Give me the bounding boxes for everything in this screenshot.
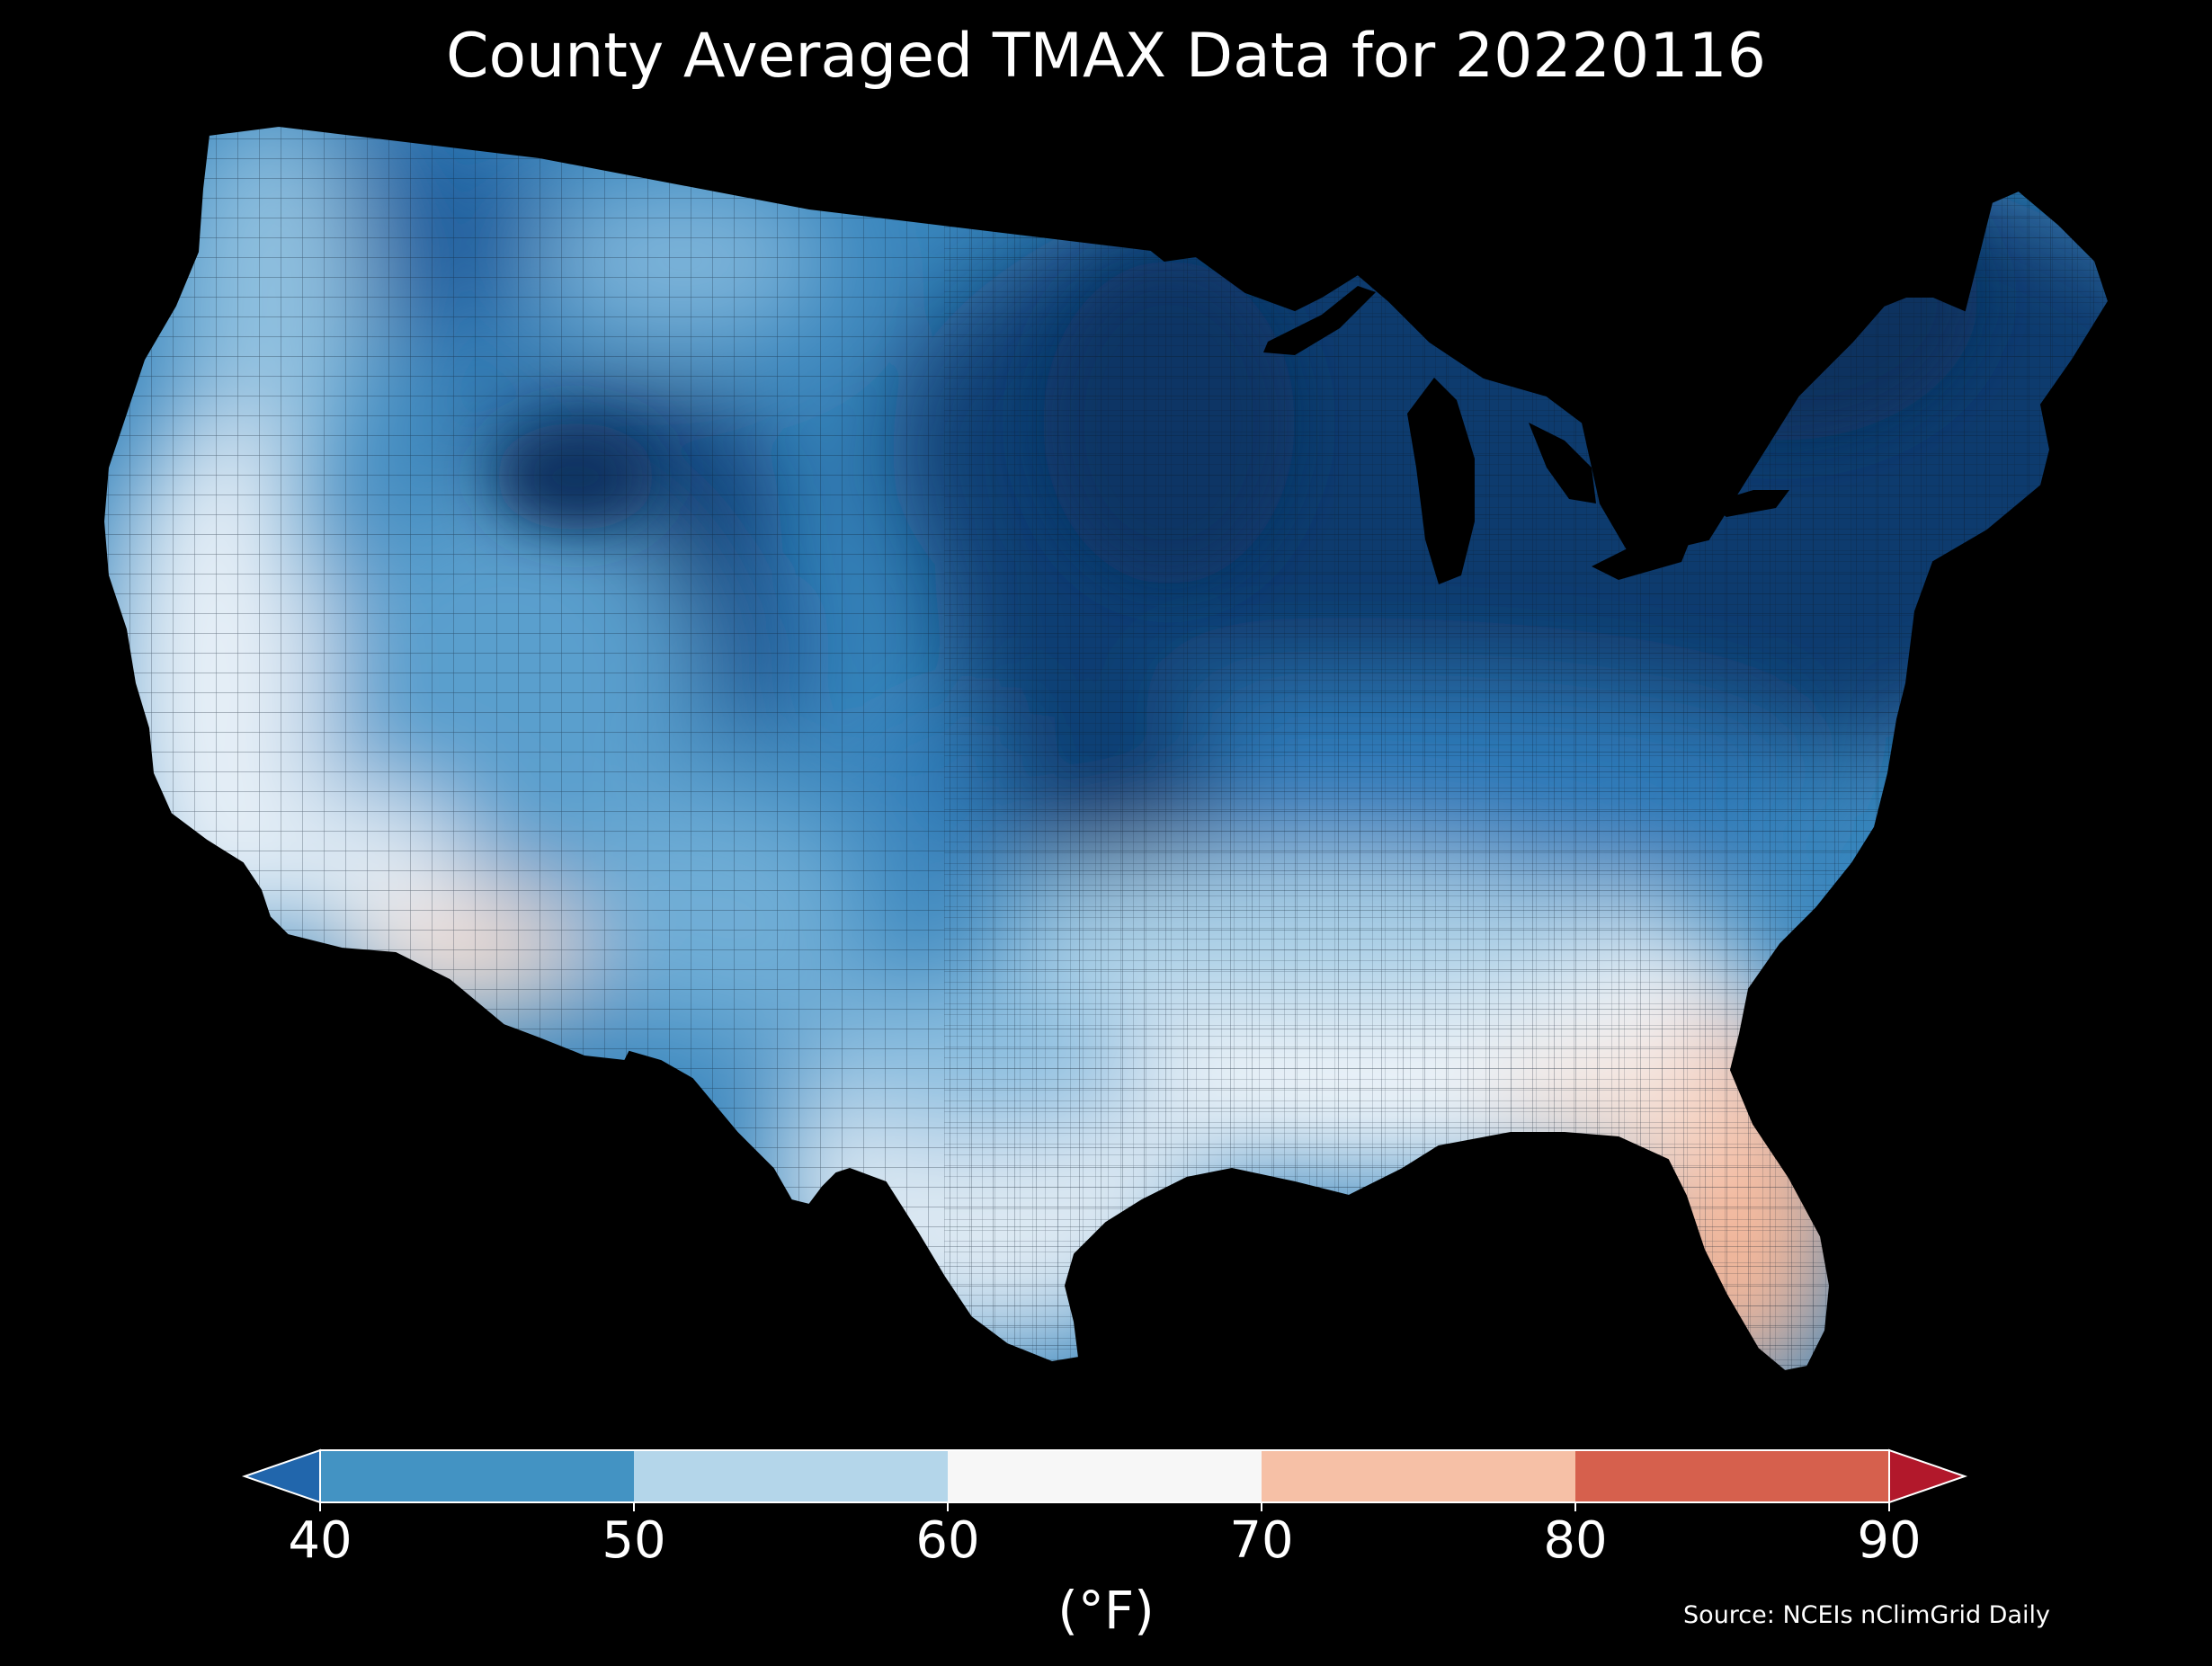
colorbar-unit-label: (°F) <box>1057 1580 1155 1641</box>
us-outline <box>102 124 2110 1373</box>
colorbar-tick-90: 90 <box>1857 1511 1922 1570</box>
colorbar-bin-80-90 <box>1575 1450 1889 1502</box>
us-county-temperature-map <box>102 124 2110 1373</box>
colorbar-bin-40-50 <box>320 1450 634 1502</box>
colorbar-over-extension <box>1888 1448 1968 1504</box>
colorbar-tick-50: 50 <box>602 1511 666 1570</box>
colorbar <box>241 1448 1968 1511</box>
colorbar-frame <box>319 1449 1890 1503</box>
map-title: County Averaged TMAX Data for 20220116 <box>446 21 1766 92</box>
colorbar-tick-80: 80 <box>1543 1511 1608 1570</box>
colorbar-tick-70: 70 <box>1229 1511 1294 1570</box>
colorbar-tick-40: 40 <box>288 1511 352 1570</box>
great-lakes <box>1263 286 1789 584</box>
source-note: Source: NCEIs nClimGrid Daily <box>1683 1601 2050 1629</box>
colorbar-bin-60-70 <box>948 1450 1262 1502</box>
colorbar-tick-60: 60 <box>915 1511 980 1570</box>
colorbar-under-extension <box>241 1448 321 1504</box>
colorbar-bin-50-60 <box>634 1450 948 1502</box>
temperature-field <box>103 126 2109 1371</box>
colorbar-bin-70-80 <box>1262 1450 1575 1502</box>
